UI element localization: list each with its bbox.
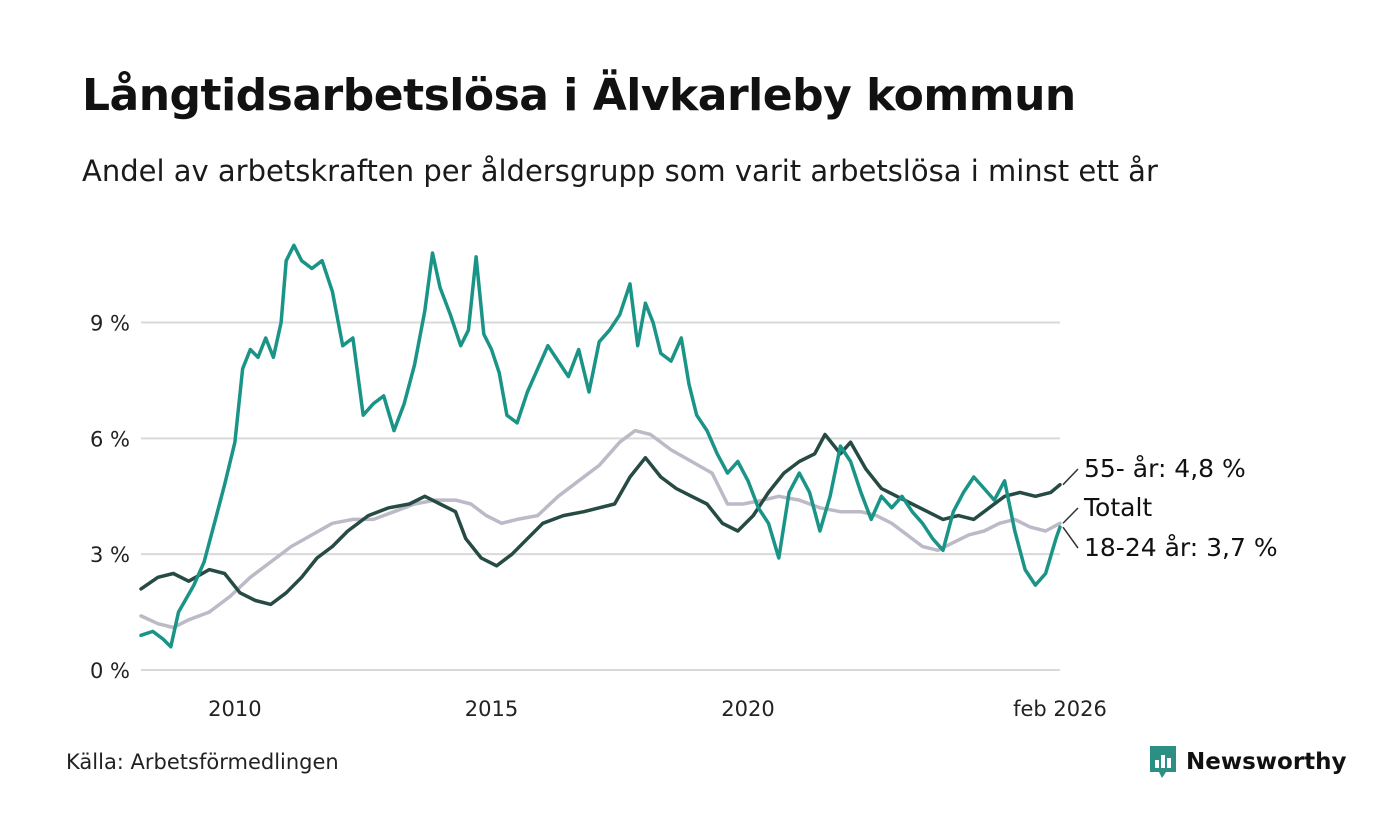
y-tick-label: 6 % — [90, 427, 130, 451]
series-layer — [139, 243, 1062, 649]
end-label-old: 55- år: 4,8 % — [1084, 454, 1246, 483]
x-tick-label: feb 2026 — [1013, 697, 1107, 721]
chart-title: Långtidsarbetslösa i Älvkarleby kommun — [82, 70, 1076, 121]
x-tick-label: 2015 — [465, 697, 518, 721]
end-labels: Totalt 55- år: 4,8 % 18-24 år: 3,7 % — [1062, 454, 1278, 562]
grid-layer — [141, 321, 1060, 671]
end-label-total: Totalt — [1083, 493, 1152, 522]
series-line-total — [139, 428, 1062, 630]
leader-line-total — [1062, 507, 1079, 524]
y-tick-label: 9 % — [90, 312, 130, 336]
newsworthy-icon — [1150, 746, 1176, 778]
y-tick-label: 0 % — [90, 659, 130, 683]
brand-name: Newsworthy — [1186, 749, 1347, 775]
leader-line-young — [1062, 526, 1079, 549]
x-tick-label: 2020 — [721, 697, 774, 721]
y-tick-label: 3 % — [90, 543, 130, 567]
y-axis: 0 % 3 % 6 % 9 % — [90, 312, 130, 683]
chart-subtitle: Andel av arbetskraften per åldersgrupp s… — [82, 154, 1158, 188]
end-label-young: 18-24 år: 3,7 % — [1084, 533, 1278, 562]
x-axis: 2010 2015 2020 feb 2026 — [208, 697, 1107, 721]
series-line-old — [139, 432, 1062, 607]
leader-line-old — [1062, 468, 1079, 486]
series-line-young — [139, 243, 1062, 649]
x-tick-label: 2010 — [208, 697, 261, 721]
brand-logo[interactable]: Newsworthy — [1148, 744, 1347, 780]
source-note: Källa: Arbetsförmedlingen — [66, 750, 339, 774]
